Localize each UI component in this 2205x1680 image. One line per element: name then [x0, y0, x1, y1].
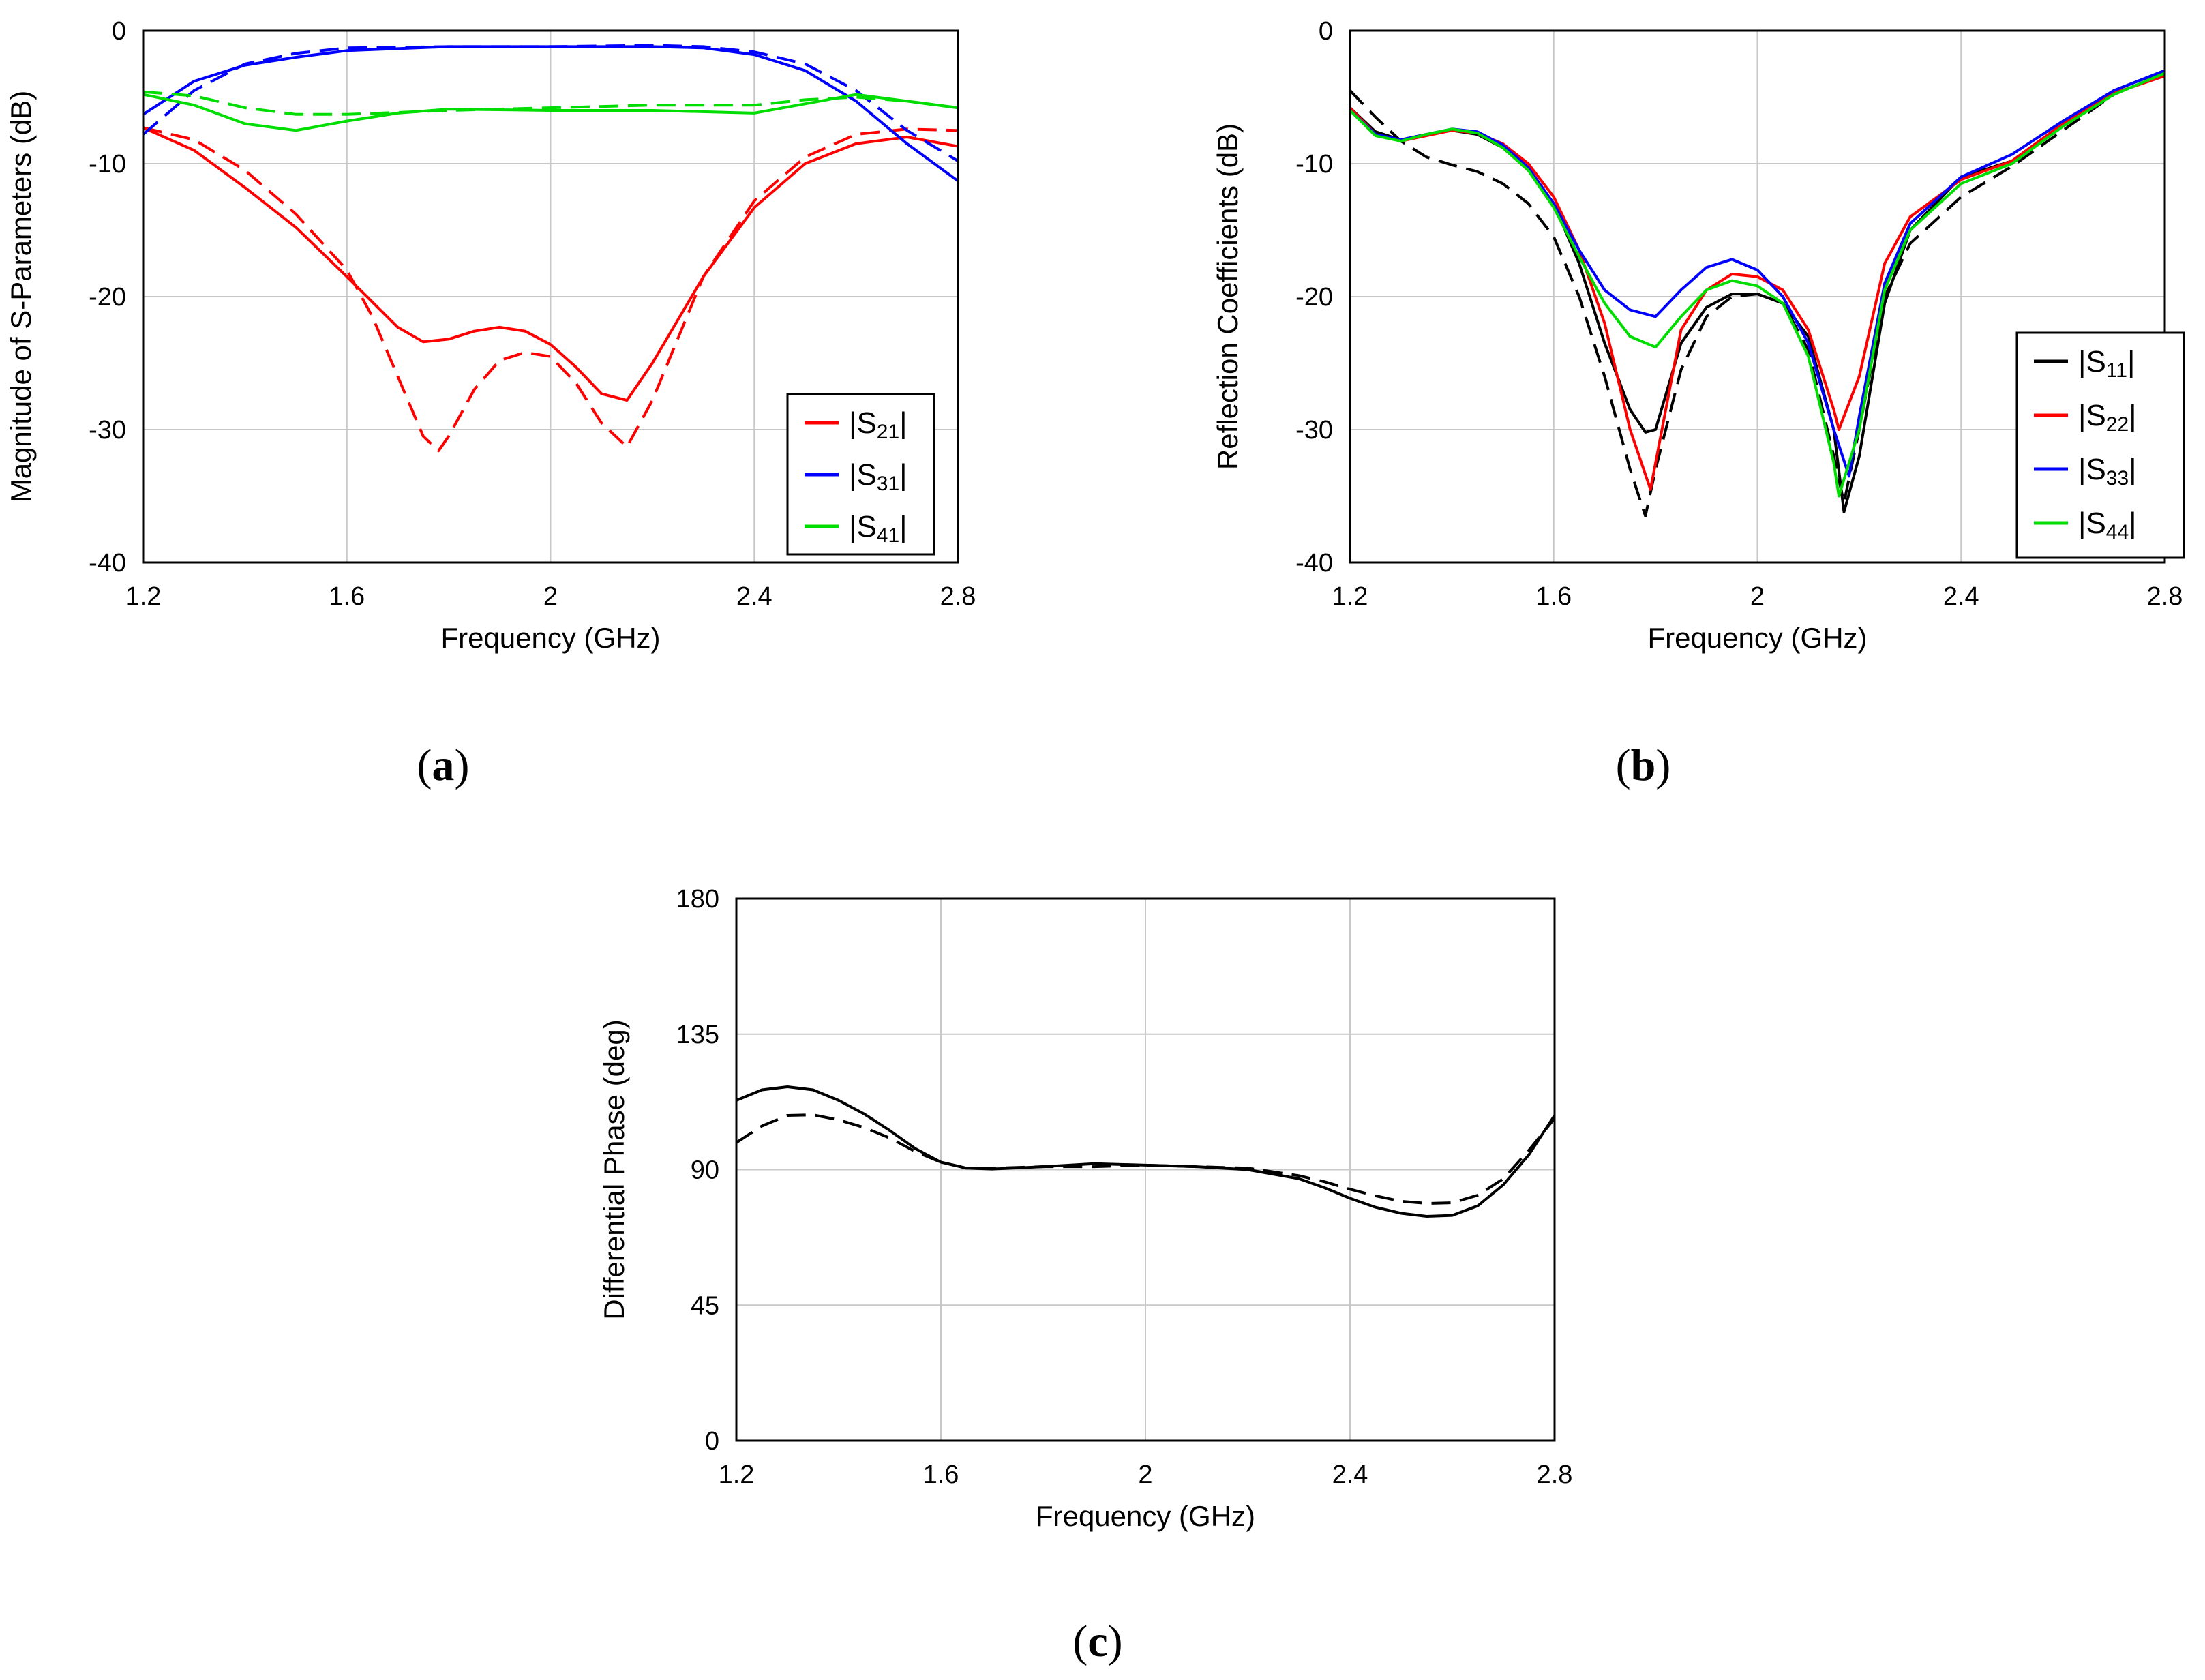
legend: |S11| |S22| |S33| |S44| — [2015, 331, 2185, 559]
x-tick-label: 2.4 — [1332, 1460, 1368, 1489]
legend-label: |S21| — [849, 406, 907, 443]
y-axis-label: Reflection Coefficients (dB) — [1212, 123, 1244, 470]
chart-c: 1.2 1.6 2 2.4 2.8 180 135 90 45 0 Frequency (GHz) D… — [598, 885, 1573, 1532]
y-tick-label: 180 — [676, 885, 719, 914]
legend-label: |S11| — [2078, 345, 2135, 382]
caption-c: (c) — [1072, 1617, 1123, 1666]
x-tick-label: 1.2 — [719, 1460, 755, 1489]
y-tick-label: 90 — [691, 1156, 719, 1185]
y-tick-label: -30 — [89, 416, 126, 445]
y-tick-label: 135 — [676, 1021, 719, 1049]
y-tick-label: -20 — [89, 283, 126, 312]
y-tick-label: 0 — [1319, 17, 1333, 46]
chart-a: 1.2 1.6 2 2.4 2.8 0 -10 -20 -30 -40 Frequency (GHz… — [5, 17, 976, 654]
y-tick-label: 45 — [691, 1291, 719, 1320]
y-tick-label: -40 — [89, 549, 126, 578]
plot-frame — [1349, 29, 2166, 564]
x-tick-label: 2.8 — [1537, 1460, 1573, 1489]
y-tick-label: -30 — [1295, 416, 1333, 445]
y-tick-label: -20 — [1295, 283, 1333, 312]
series-line-1 — [142, 126, 959, 402]
series-line-2 — [735, 1113, 1556, 1205]
x-tick-label: 1.2 — [125, 582, 162, 611]
series-line-2 — [1349, 72, 2165, 518]
x-axis-label: Frequency (GHz) — [1036, 1500, 1255, 1532]
series-line-6 — [142, 90, 959, 116]
legend-label: |S33| — [2078, 453, 2137, 490]
y-tick-label: 0 — [705, 1427, 719, 1456]
x-tick-label: 2 — [1750, 582, 1765, 611]
y-tick-label: 0 — [112, 17, 126, 46]
legend-label: |S44| — [2078, 507, 2137, 543]
series-line-5 — [1349, 72, 2165, 498]
chart-b: 1.2 1.6 2 2.4 2.8 0 -10 -20 -30 -40 Frequency (GHz… — [1212, 17, 2185, 654]
legend-box — [2015, 331, 2185, 559]
y-axis-label: Differential Phase (deg) — [598, 1019, 630, 1319]
series-line-2 — [142, 126, 959, 453]
series-line-1 — [736, 1085, 1556, 1218]
x-tick-label: 1.6 — [923, 1460, 959, 1489]
y-axis-label: Magnitude of S-Parameters (dB) — [5, 91, 37, 503]
legend-label: |S22| — [2078, 399, 2137, 436]
x-tick-label: 2 — [1138, 1460, 1152, 1489]
caption-b: (b) — [1615, 740, 1671, 790]
y-tick-label: -40 — [1295, 549, 1333, 578]
legend-label: |S41| — [849, 510, 907, 547]
chart-panel-c: 1.2 1.6 2 2.4 2.8 180 135 90 45 0 Frequency (GHz) D… — [573, 866, 1595, 1555]
series-line-4 — [142, 44, 959, 162]
legend-label: |S31| — [849, 458, 907, 495]
x-tick-label: 2.4 — [1943, 582, 1979, 611]
plot-frame — [735, 897, 1556, 1442]
x-tick-label: 2 — [543, 582, 558, 611]
x-axis-label: Frequency (GHz) — [440, 622, 660, 654]
x-axis-label: Frequency (GHz) — [1647, 622, 1867, 654]
x-tick-label: 2.8 — [940, 582, 976, 611]
x-tick-label: 1.2 — [1332, 582, 1368, 611]
legend: |S21| |S31| |S41| — [786, 393, 935, 556]
x-tick-label: 1.6 — [329, 582, 365, 611]
caption-a: (a) — [417, 740, 470, 790]
x-tick-label: 1.6 — [1535, 582, 1572, 611]
x-tick-label: 2.4 — [736, 582, 772, 611]
x-tick-label: 2.8 — [2147, 582, 2183, 611]
chart-panel-a: 1.2 1.6 2 2.4 2.8 0 -10 -20 -30 -40 Frequency (GHz… — [0, 0, 995, 689]
y-tick-label: -10 — [89, 150, 126, 179]
chart-panel-b: 1.2 1.6 2 2.4 2.8 0 -10 -20 -30 -40 Frequency (GHz… — [1186, 0, 2205, 689]
plot-frame — [142, 29, 959, 564]
y-tick-label: -10 — [1295, 150, 1333, 179]
